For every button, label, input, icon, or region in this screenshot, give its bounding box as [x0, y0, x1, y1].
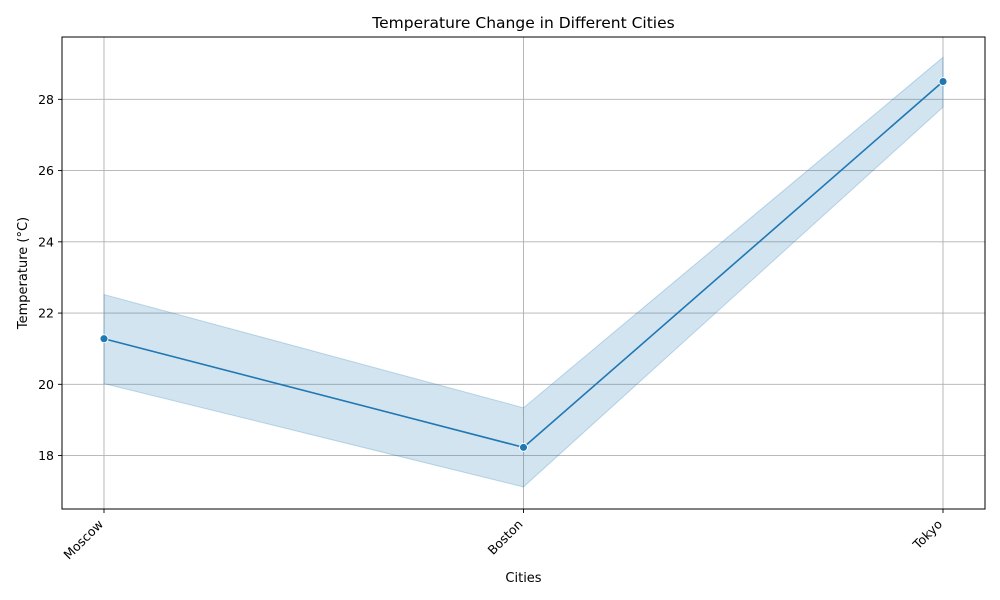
x-tick-label: Boston: [484, 517, 525, 558]
confidence-band: [103, 56, 944, 488]
data-point: [99, 334, 109, 344]
series-markers: [99, 77, 948, 452]
confidence-bands: [103, 56, 944, 488]
chart-title: Temperature Change in Different Cities: [371, 14, 674, 32]
data-point: [938, 77, 948, 86]
y-tick-label: 24: [38, 234, 54, 249]
y-tick-label: 18: [38, 448, 54, 463]
y-tick-label: 28: [38, 92, 54, 107]
x-axis-label: Cities: [505, 571, 541, 586]
x-tick-label: Moscow: [60, 517, 106, 563]
y-tick-label: 26: [38, 163, 54, 178]
y-axis-label: Temperature (°C): [16, 217, 31, 330]
data-point: [519, 442, 528, 452]
grid-lines: [62, 37, 985, 509]
x-tick-label: Tokyo: [909, 517, 945, 553]
y-tick-label: 22: [38, 306, 54, 321]
y-tick-label: 20: [38, 377, 54, 392]
